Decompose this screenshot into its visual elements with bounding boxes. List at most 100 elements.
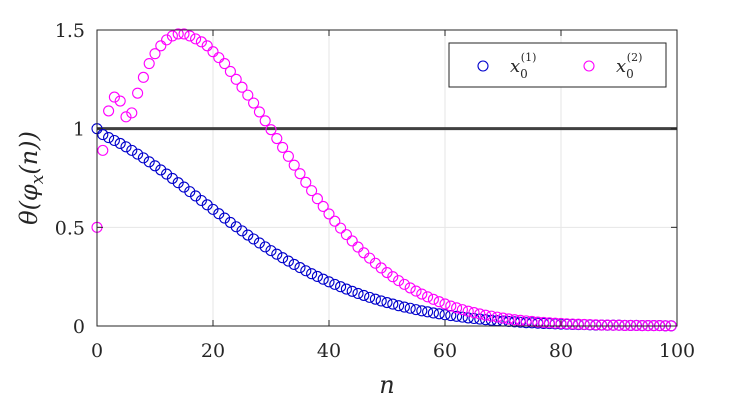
x-tick-label: 20 [201, 340, 225, 362]
series-2-point [248, 97, 260, 109]
series-1-point [230, 221, 242, 233]
series-2-point [352, 241, 364, 253]
series-2-point [340, 229, 352, 241]
series-1-point [166, 172, 178, 184]
series-1-point [451, 310, 463, 322]
series-2-point [335, 222, 347, 234]
series-1-point [219, 212, 231, 224]
legend-label-1: x0(1) [510, 51, 536, 81]
series-1-point [248, 233, 260, 245]
y-axis-title-text: θ(φx(n)) [15, 131, 48, 225]
series-2-point [132, 87, 144, 99]
series-1-point [364, 291, 376, 303]
series-1-point [207, 203, 219, 215]
y-axis-title: θ(φx(n)) [15, 131, 48, 225]
series-1-point [242, 229, 254, 241]
series-1-point [277, 252, 289, 264]
series-1-point [375, 295, 387, 307]
series-2-point [387, 271, 399, 283]
series-2-point [561, 318, 573, 330]
series-2-point [97, 144, 109, 156]
series-2-point [532, 316, 544, 328]
y-tick-label: 0.5 [55, 217, 85, 239]
x-tick-label: 60 [433, 340, 457, 362]
series-1-point [427, 307, 439, 319]
x-tick-label: 80 [549, 340, 573, 362]
series-2-point [300, 176, 312, 188]
series-2-point [555, 317, 567, 329]
series-2-point [311, 193, 323, 205]
series-2-point [178, 28, 190, 40]
series-2-point [398, 278, 410, 290]
series-1-point [224, 216, 236, 228]
series-2-point [213, 52, 225, 64]
series-2-point [404, 282, 416, 294]
series-2-point [108, 91, 120, 103]
series-2-point [161, 34, 173, 46]
x-axis-title: n [379, 371, 394, 399]
legend-box [448, 42, 667, 88]
series-1-point [439, 309, 451, 321]
series-1-point [369, 293, 381, 305]
series-1-point [108, 134, 120, 147]
series-2-point [485, 310, 497, 322]
series-2-point [480, 309, 492, 321]
series-1-point [149, 160, 161, 172]
series-2-point [166, 30, 178, 42]
series-1-point [410, 304, 422, 316]
series-1-point [172, 177, 184, 189]
series-2-point [549, 317, 561, 329]
series-1-point [282, 255, 294, 267]
y-tick-label: 1.5 [55, 20, 85, 42]
series-1-point [306, 268, 318, 280]
series-2-point [630, 319, 642, 331]
series-2-point [596, 319, 608, 331]
series-1-point [358, 289, 370, 301]
series-1-point [265, 245, 277, 257]
series-1-point [381, 296, 393, 309]
series-1-point [480, 314, 492, 326]
series-2-point [451, 302, 463, 314]
series-1-point [323, 276, 335, 288]
series-2-point [619, 319, 631, 331]
series-1-point [253, 237, 265, 249]
x-tick-label: 100 [659, 340, 695, 362]
series-2-point [172, 28, 184, 40]
series-2-point [364, 252, 376, 264]
series-2-point [491, 311, 503, 323]
series-2-point [468, 307, 480, 319]
series-1-point [155, 164, 167, 176]
series-1-point [97, 129, 109, 141]
series-2-point [613, 319, 625, 331]
series-2-point [381, 266, 393, 279]
legend: x0(1) x0(2) [448, 42, 667, 88]
series-2-point [195, 36, 207, 48]
series-1-point [300, 265, 312, 277]
series-1-point [416, 305, 428, 317]
series-1-point [422, 306, 434, 318]
series-2-point [497, 312, 509, 324]
legend-marker-2 [583, 60, 595, 72]
series-2-point [190, 33, 202, 45]
series-2-point [207, 46, 219, 58]
series-1-point [120, 141, 132, 153]
series-1-point [474, 313, 486, 325]
series-2-point [427, 293, 439, 305]
series-2-point [149, 48, 161, 60]
series-2-point [584, 319, 596, 331]
series-2-point [625, 319, 637, 331]
series-2-point [422, 291, 434, 303]
series-2-point [126, 107, 138, 119]
series-2-point [259, 115, 271, 127]
series-2-point [543, 317, 555, 329]
series-1-point [404, 302, 416, 314]
series-2-point [282, 150, 294, 162]
series-2-point [271, 132, 283, 145]
series-1-point [161, 168, 173, 180]
series-2-point [474, 308, 486, 320]
series-2-point [120, 111, 132, 123]
series-2-point [265, 124, 277, 136]
series-1-point [236, 225, 248, 237]
series-2-point [439, 298, 451, 310]
